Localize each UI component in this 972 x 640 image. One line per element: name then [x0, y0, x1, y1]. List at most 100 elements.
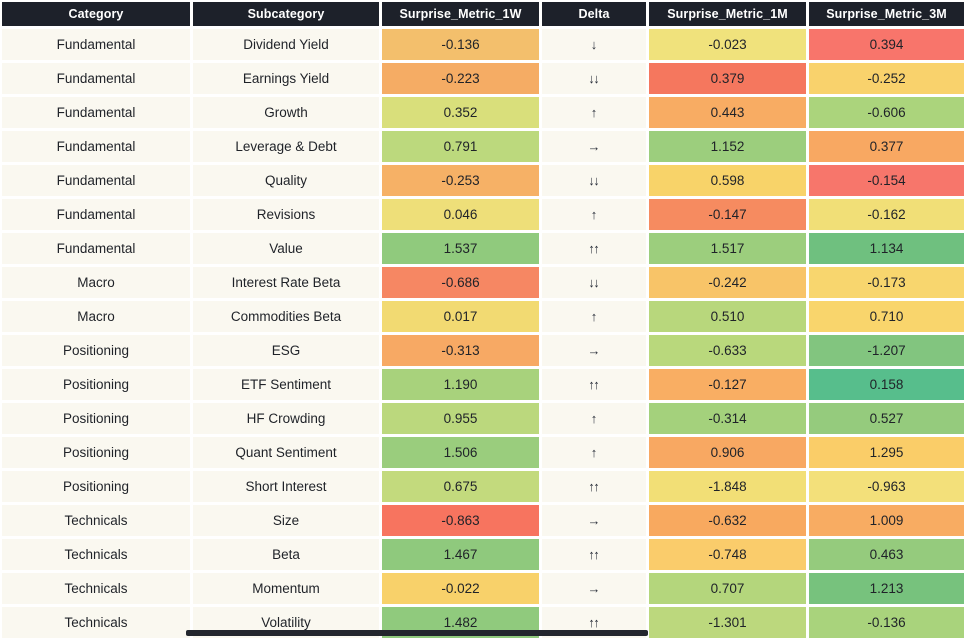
cell-subcategory: Short Interest [193, 471, 379, 502]
cell-surprise-3m: -0.252 [809, 63, 964, 94]
cell-surprise-1w: -0.863 [382, 505, 539, 536]
cell-subcategory: ESG [193, 335, 379, 366]
cell-surprise-1w: 0.791 [382, 131, 539, 162]
cell-delta: → [542, 573, 646, 604]
cell-subcategory: Interest Rate Beta [193, 267, 379, 298]
cell-category: Technicals [2, 539, 190, 570]
cell-surprise-1m: -0.127 [649, 369, 806, 400]
cell-subcategory: Value [193, 233, 379, 264]
cell-surprise-1w: 0.675 [382, 471, 539, 502]
cell-surprise-3m: -1.207 [809, 335, 964, 366]
cell-surprise-1m: -0.023 [649, 29, 806, 60]
cell-delta: → [542, 131, 646, 162]
cell-surprise-3m: 0.527 [809, 403, 964, 434]
cell-delta: ↑ [542, 199, 646, 230]
cell-surprise-1m: -0.242 [649, 267, 806, 298]
cell-delta: ↑↑ [542, 369, 646, 400]
cell-category: Fundamental [2, 199, 190, 230]
cell-surprise-1m: 0.379 [649, 63, 806, 94]
cell-surprise-1m: 1.517 [649, 233, 806, 264]
cell-surprise-3m: 1.213 [809, 573, 964, 604]
cell-delta: ↑ [542, 97, 646, 128]
column-header-surprise-metric-1w: Surprise_Metric_1W [382, 2, 539, 26]
cell-category: Fundamental [2, 131, 190, 162]
cell-subcategory: Quality [193, 165, 379, 196]
cell-delta: ↑ [542, 301, 646, 332]
cell-surprise-3m: 0.394 [809, 29, 964, 60]
cell-surprise-3m: 0.710 [809, 301, 964, 332]
column-header-delta: Delta [542, 2, 646, 26]
cell-subcategory: Leverage & Debt [193, 131, 379, 162]
cell-surprise-1w: -0.313 [382, 335, 539, 366]
cell-delta: → [542, 335, 646, 366]
cell-surprise-3m: 1.295 [809, 437, 964, 468]
cell-surprise-1w: 1.467 [382, 539, 539, 570]
cell-surprise-3m: -0.963 [809, 471, 964, 502]
cell-surprise-1m: -0.632 [649, 505, 806, 536]
cell-category: Positioning [2, 403, 190, 434]
cell-subcategory: Dividend Yield [193, 29, 379, 60]
cell-subcategory: Size [193, 505, 379, 536]
cell-surprise-1w: -0.136 [382, 29, 539, 60]
cell-surprise-1m: 0.906 [649, 437, 806, 468]
cell-category: Fundamental [2, 233, 190, 264]
cell-category: Positioning [2, 471, 190, 502]
cell-category: Macro [2, 267, 190, 298]
cell-surprise-1m: 0.707 [649, 573, 806, 604]
cell-surprise-1w: 0.352 [382, 97, 539, 128]
cell-subcategory: Earnings Yield [193, 63, 379, 94]
cell-surprise-1m: -1.301 [649, 607, 806, 638]
cell-subcategory: Growth [193, 97, 379, 128]
cell-surprise-1m: 0.510 [649, 301, 806, 332]
cell-subcategory: Quant Sentiment [193, 437, 379, 468]
cell-surprise-1w: -0.223 [382, 63, 539, 94]
cell-surprise-1w: -0.022 [382, 573, 539, 604]
cell-subcategory: Momentum [193, 573, 379, 604]
cell-surprise-1w: 0.046 [382, 199, 539, 230]
cell-category: Fundamental [2, 63, 190, 94]
cell-surprise-3m: 0.463 [809, 539, 964, 570]
cell-delta: ↑↑ [542, 233, 646, 264]
cell-surprise-1m: -0.147 [649, 199, 806, 230]
cell-surprise-1w: 0.955 [382, 403, 539, 434]
cell-category: Technicals [2, 607, 190, 638]
cell-surprise-1m: -0.314 [649, 403, 806, 434]
cell-surprise-1w: 1.537 [382, 233, 539, 264]
cell-category: Positioning [2, 335, 190, 366]
cell-delta: → [542, 505, 646, 536]
cell-surprise-3m: 0.377 [809, 131, 964, 162]
horizontal-scrollbar-thumb[interactable] [186, 630, 648, 636]
cell-delta: ↓↓ [542, 63, 646, 94]
cell-delta: ↑↑ [542, 471, 646, 502]
cell-category: Technicals [2, 505, 190, 536]
column-header-surprise-metric-3m: Surprise_Metric_3M [809, 2, 964, 26]
cell-surprise-3m: -0.173 [809, 267, 964, 298]
cell-surprise-1w: -0.686 [382, 267, 539, 298]
cell-delta: ↓↓ [542, 267, 646, 298]
cell-category: Fundamental [2, 165, 190, 196]
cell-surprise-1w: 1.190 [382, 369, 539, 400]
cell-surprise-1m: -0.633 [649, 335, 806, 366]
cell-surprise-1m: -1.848 [649, 471, 806, 502]
column-header-category: Category [2, 2, 190, 26]
cell-surprise-3m: -0.606 [809, 97, 964, 128]
cell-surprise-3m: 1.134 [809, 233, 964, 264]
cell-subcategory: Revisions [193, 199, 379, 230]
cell-delta: ↑↑ [542, 539, 646, 570]
cell-subcategory: ETF Sentiment [193, 369, 379, 400]
cell-category: Positioning [2, 437, 190, 468]
cell-surprise-3m: -0.162 [809, 199, 964, 230]
cell-subcategory: Commodities Beta [193, 301, 379, 332]
cell-surprise-1m: 0.443 [649, 97, 806, 128]
cell-category: Fundamental [2, 29, 190, 60]
cell-delta: ↓↓ [542, 165, 646, 196]
cell-surprise-3m: 0.158 [809, 369, 964, 400]
cell-surprise-3m: -0.154 [809, 165, 964, 196]
cell-surprise-1m: -0.748 [649, 539, 806, 570]
cell-category: Macro [2, 301, 190, 332]
column-header-subcategory: Subcategory [193, 2, 379, 26]
cell-delta: ↑ [542, 437, 646, 468]
cell-category: Positioning [2, 369, 190, 400]
cell-delta: ↑ [542, 403, 646, 434]
